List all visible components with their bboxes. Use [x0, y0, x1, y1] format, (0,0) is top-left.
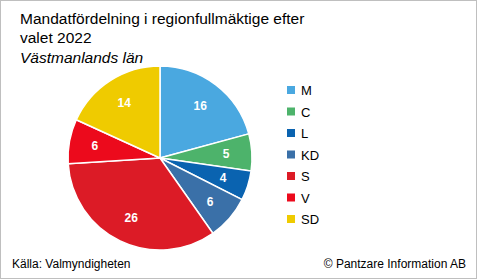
legend-label: S: [301, 169, 310, 184]
title: Mandatfördelning i regionfullmäktige eft…: [20, 10, 304, 46]
legend-swatch: [287, 129, 295, 137]
legend-swatch: [287, 151, 295, 159]
legend-label: V: [301, 191, 310, 206]
legend-label: L: [301, 126, 308, 141]
data-label: 6: [207, 195, 214, 209]
source: Källa: Valmyndigheten: [12, 257, 131, 271]
title-line: Mandatfördelning i regionfullmäktige eft…: [20, 10, 304, 27]
subtitle: Västmanlands län: [20, 49, 143, 66]
frame: [1, 1, 477, 279]
title-line: valet 2022: [20, 29, 92, 46]
data-label: 4: [220, 171, 227, 185]
data-label: 5: [223, 147, 230, 161]
legend-label: C: [301, 105, 310, 120]
slice: [76, 66, 160, 158]
data-label: 14: [118, 96, 132, 110]
legend-label: SD: [301, 212, 319, 227]
data-label: 6: [92, 139, 99, 153]
data-labels: 1654626614: [92, 96, 230, 225]
legend-swatch: [287, 172, 295, 180]
chart: Mandatfördelning i regionfullmäktige eft…: [0, 0, 477, 279]
slice: [68, 158, 213, 250]
legend-label: KD: [301, 148, 319, 163]
pie: [68, 66, 252, 250]
legend-label: M: [301, 83, 312, 98]
legend-swatch: [287, 194, 295, 202]
legend-swatch: [287, 215, 295, 223]
data-label: 26: [125, 211, 139, 225]
credit: © Pantzare Information AB: [324, 257, 466, 271]
legend: MCL KD SV SD: [287, 83, 319, 227]
legend-swatch: [287, 108, 295, 116]
legend-swatch: [287, 86, 295, 94]
data-label: 16: [194, 99, 208, 113]
